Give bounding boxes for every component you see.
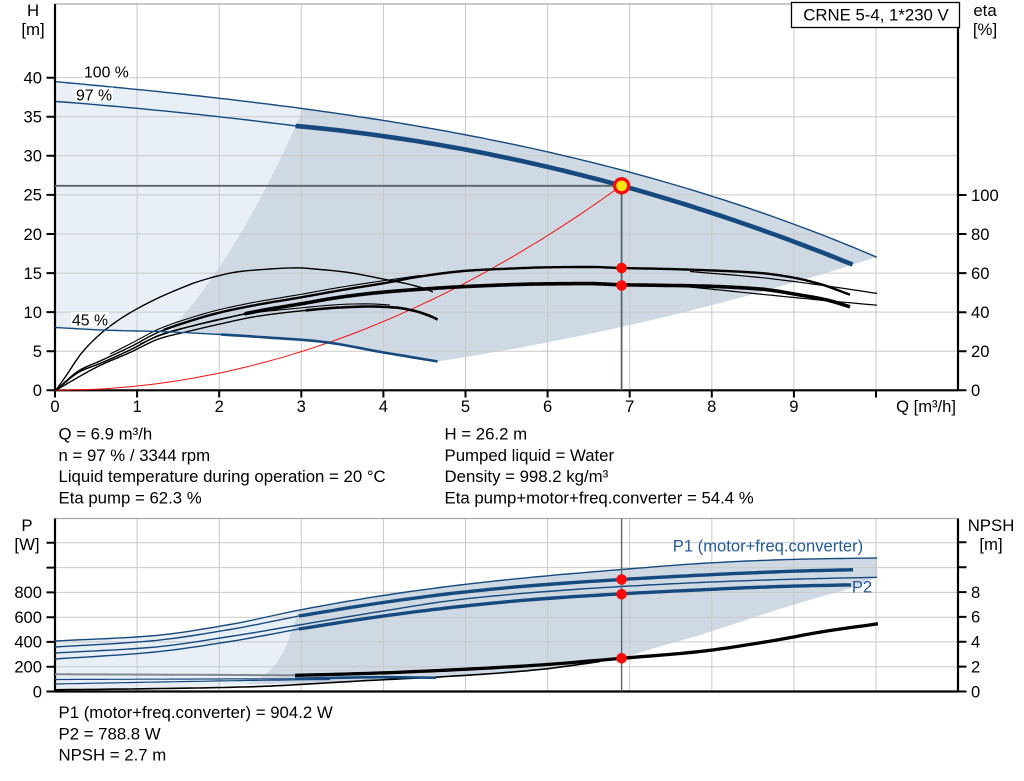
- svg-text:4: 4: [379, 397, 388, 416]
- svg-text:H = 26.2 m: H = 26.2 m: [445, 425, 528, 444]
- svg-text:5: 5: [33, 342, 42, 361]
- svg-text:2: 2: [971, 657, 980, 676]
- svg-text:Eta pump+motor+freq.converter: Eta pump+motor+freq.converter = 54.4 %: [445, 488, 754, 507]
- svg-text:6: 6: [543, 397, 552, 416]
- svg-text:3: 3: [297, 397, 306, 416]
- svg-text:[m]: [m]: [979, 535, 1002, 554]
- svg-text:100: 100: [971, 186, 999, 205]
- svg-text:0: 0: [50, 397, 59, 416]
- svg-text:P2 = 788.8 W: P2 = 788.8 W: [59, 724, 161, 743]
- svg-text:35: 35: [24, 108, 42, 127]
- svg-text:NPSH: NPSH: [968, 516, 1015, 535]
- svg-text:[W]: [W]: [14, 535, 39, 554]
- svg-text:[%]: [%]: [973, 20, 997, 39]
- svg-text:0: 0: [33, 682, 42, 701]
- svg-text:NPSH = 2.7 m: NPSH = 2.7 m: [59, 746, 167, 765]
- svg-text:6: 6: [971, 608, 980, 627]
- svg-text:CRNE 5-4, 1*230 V: CRNE 5-4, 1*230 V: [803, 5, 949, 24]
- svg-text:20: 20: [24, 225, 42, 244]
- svg-text:600: 600: [14, 608, 42, 627]
- svg-text:60: 60: [971, 264, 989, 283]
- svg-text:Density = 998.2 kg/m³: Density = 998.2 kg/m³: [445, 467, 609, 486]
- svg-text:Liquid temperature during oper: Liquid temperature during operation = 20…: [59, 467, 386, 486]
- svg-text:Q = 6.9 m³/h: Q = 6.9 m³/h: [59, 425, 153, 444]
- svg-text:2: 2: [215, 397, 224, 416]
- svg-text:40: 40: [24, 69, 42, 88]
- svg-text:10: 10: [24, 303, 42, 322]
- svg-text:40: 40: [971, 303, 989, 322]
- svg-text:45 %: 45 %: [72, 313, 108, 330]
- svg-text:0: 0: [33, 381, 42, 400]
- svg-text:P1 (motor+freq.converter): P1 (motor+freq.converter): [673, 537, 863, 556]
- svg-text:1: 1: [132, 397, 141, 416]
- svg-text:[m]: [m]: [21, 20, 44, 39]
- svg-text:4: 4: [971, 633, 980, 652]
- svg-text:0: 0: [971, 682, 980, 701]
- svg-text:0: 0: [971, 381, 980, 400]
- svg-text:5: 5: [461, 397, 470, 416]
- svg-text:Eta pump = 62.3 %: Eta pump = 62.3 %: [59, 488, 202, 507]
- svg-text:8: 8: [707, 397, 716, 416]
- svg-text:8: 8: [971, 583, 980, 602]
- svg-text:9: 9: [789, 397, 798, 416]
- svg-text:30: 30: [24, 147, 42, 166]
- svg-text:Pumped liquid = Water: Pumped liquid = Water: [445, 446, 615, 465]
- svg-text:n = 97 % / 3344 rpm: n = 97 % / 3344 rpm: [59, 446, 211, 465]
- svg-text:800: 800: [14, 583, 42, 602]
- svg-text:15: 15: [24, 264, 42, 283]
- svg-text:P1 (motor+freq.converter) = 90: P1 (motor+freq.converter) = 904.2 W: [59, 703, 333, 722]
- svg-text:eta: eta: [973, 1, 997, 20]
- svg-text:Q [m³/h]: Q [m³/h]: [896, 397, 956, 416]
- svg-text:20: 20: [971, 342, 989, 361]
- svg-text:97 %: 97 %: [76, 88, 112, 105]
- svg-text:80: 80: [971, 225, 989, 244]
- svg-text:25: 25: [24, 186, 42, 205]
- svg-text:P: P: [21, 516, 32, 535]
- svg-text:400: 400: [14, 633, 42, 652]
- svg-text:200: 200: [14, 658, 42, 677]
- svg-text:100 %: 100 %: [84, 65, 129, 82]
- svg-text:H: H: [27, 1, 39, 20]
- svg-text:7: 7: [625, 397, 634, 416]
- svg-text:P2: P2: [852, 578, 872, 597]
